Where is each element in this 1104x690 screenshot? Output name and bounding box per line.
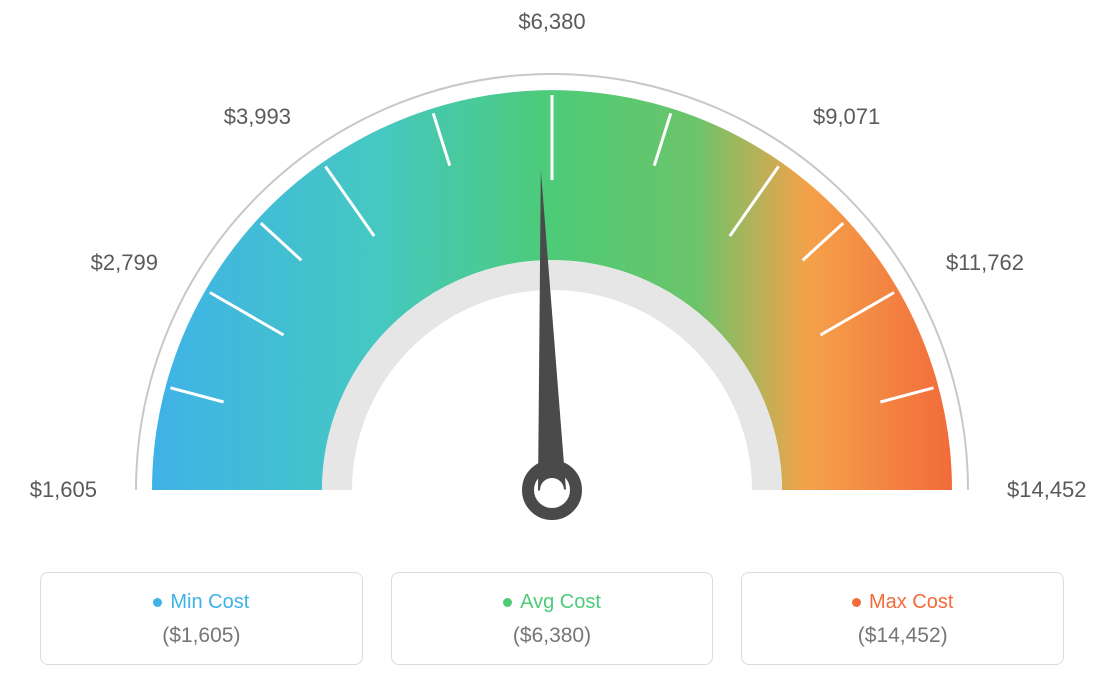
- min-cost-label: Min Cost: [170, 591, 249, 614]
- max-cost-card: Max Cost ($14,452): [741, 572, 1064, 665]
- gauge-scale-label: $1,605: [30, 477, 97, 503]
- min-cost-value: ($1,605): [61, 624, 342, 648]
- gauge-scale-label: $9,071: [813, 104, 880, 130]
- cost-cards-row: Min Cost ($1,605) Avg Cost ($6,380) Max …: [40, 572, 1064, 665]
- avg-cost-value: ($6,380): [412, 624, 693, 648]
- avg-cost-label: Avg Cost: [520, 591, 601, 614]
- min-cost-title: Min Cost: [153, 591, 249, 614]
- max-cost-title: Max Cost: [852, 591, 953, 614]
- max-cost-value: ($14,452): [762, 624, 1043, 648]
- gauge-svg: [0, 0, 1104, 560]
- gauge-scale-label: $6,380: [518, 9, 585, 35]
- min-cost-card: Min Cost ($1,605): [40, 572, 363, 665]
- min-cost-dot: [153, 598, 162, 607]
- gauge-chart-container: $1,605 $2,799 $3,993 $6,380 $9,071 $11,762 $14…: [0, 0, 1104, 690]
- gauge-area: $1,605 $2,799 $3,993 $6,380 $9,071 $11,762 $14…: [0, 0, 1104, 560]
- gauge-scale-label: $14,452: [1007, 477, 1087, 503]
- avg-cost-title: Avg Cost: [503, 591, 601, 614]
- gauge-scale-label: $11,762: [946, 250, 1024, 276]
- avg-cost-dot: [503, 598, 512, 607]
- max-cost-dot: [852, 598, 861, 607]
- avg-cost-card: Avg Cost ($6,380): [391, 572, 714, 665]
- gauge-scale-label: $3,993: [224, 104, 291, 130]
- gauge-scale-label: $2,799: [91, 250, 158, 276]
- max-cost-label: Max Cost: [869, 591, 953, 614]
